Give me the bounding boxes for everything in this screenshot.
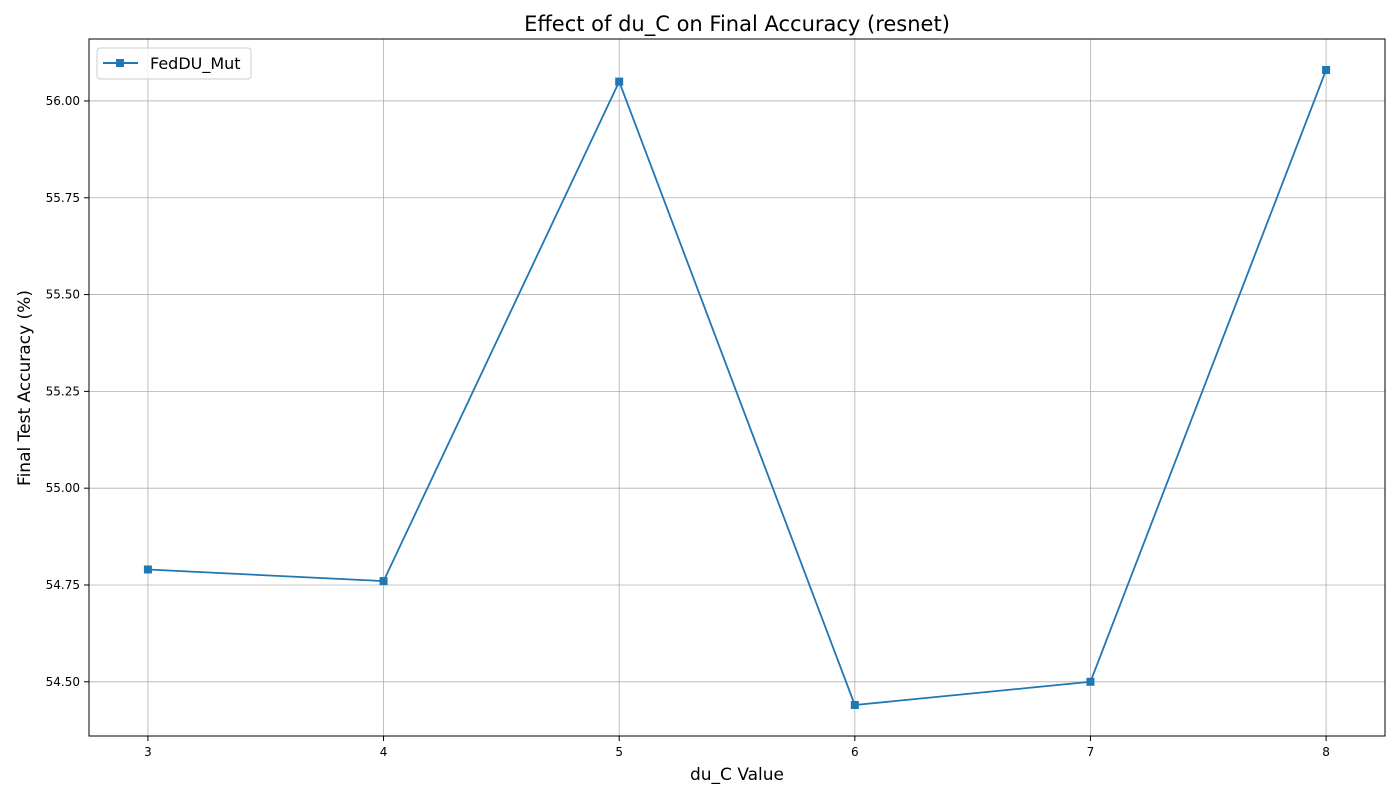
y-axis-label: Final Test Accuracy (%) <box>15 290 35 486</box>
x-axis-label: du_C Value <box>690 765 784 785</box>
data-point-marker <box>1322 65 1331 74</box>
grid-lines <box>89 39 1385 736</box>
series-line <box>147 69 1327 706</box>
y-tick-label: 55.00 <box>46 481 80 495</box>
x-tick-label: 3 <box>144 745 152 759</box>
legend-box <box>96 47 252 80</box>
series-layer <box>143 65 1331 710</box>
x-tick-label: 7 <box>1087 745 1095 759</box>
data-point-marker <box>143 565 152 574</box>
y-tick-label: 55.50 <box>46 288 80 302</box>
data-point-marker <box>850 701 859 710</box>
x-tick-label: 5 <box>615 745 623 759</box>
data-point-marker <box>615 77 624 86</box>
y-axis: 54.50 54.75 55.00 55.25 55.50 55.75 56.00 <box>46 94 89 689</box>
legend-square-marker-icon <box>116 59 124 67</box>
legend-label: FedDU_Mut <box>150 54 241 74</box>
y-tick-label: 54.50 <box>46 675 80 689</box>
y-tick-label: 55.75 <box>46 191 80 205</box>
x-axis: 3 4 5 6 7 8 <box>144 736 1330 759</box>
x-tick-label: 8 <box>1322 745 1330 759</box>
y-tick-label: 56.00 <box>46 94 80 108</box>
legend: FedDU_Mut <box>96 47 252 80</box>
y-tick-label: 54.75 <box>46 578 80 592</box>
x-tick-label: 4 <box>380 745 388 759</box>
data-point-marker <box>379 577 388 586</box>
y-tick-label: 55.25 <box>46 384 80 398</box>
chart-title: Effect of du_C on Final Accuracy (resnet… <box>524 12 950 37</box>
plot-frame <box>88 38 1386 737</box>
x-tick-label: 6 <box>851 745 859 759</box>
data-point-marker <box>1086 677 1095 686</box>
